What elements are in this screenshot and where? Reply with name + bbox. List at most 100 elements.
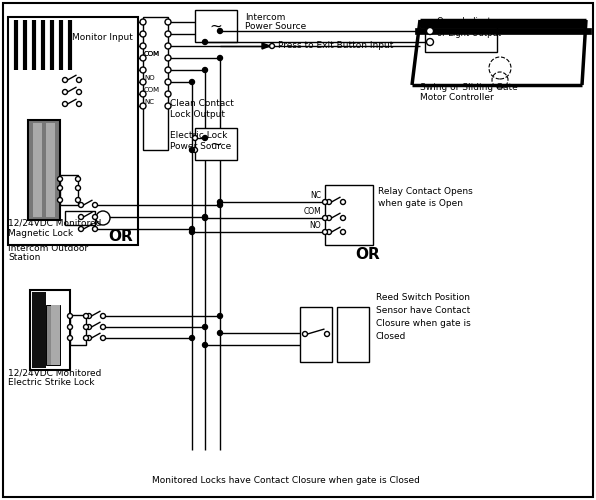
Circle shape (190, 336, 194, 340)
Bar (8, 17, 138, 245)
Bar (337, 307, 369, 362)
Circle shape (324, 332, 330, 336)
Circle shape (203, 68, 207, 72)
Text: Intercom Outdoor: Intercom Outdoor (8, 244, 88, 253)
Circle shape (203, 324, 207, 330)
Bar (33, 123, 42, 217)
Circle shape (140, 91, 146, 97)
Circle shape (165, 79, 171, 85)
Text: Monitor Input: Monitor Input (72, 33, 133, 42)
Text: COM: COM (144, 87, 160, 93)
Text: ~: ~ (210, 136, 222, 152)
Bar (300, 307, 332, 362)
Circle shape (165, 19, 171, 25)
Text: Magnetic Lock: Magnetic Lock (8, 229, 73, 238)
Circle shape (92, 226, 98, 232)
Circle shape (140, 67, 146, 73)
Circle shape (203, 214, 207, 220)
Text: COM: COM (303, 207, 321, 216)
Circle shape (322, 216, 327, 220)
Circle shape (165, 43, 171, 49)
Circle shape (218, 330, 222, 336)
Text: Lock Output: Lock Output (170, 110, 225, 119)
Circle shape (190, 226, 194, 232)
Circle shape (140, 55, 146, 61)
Text: Press to Exit Button Input: Press to Exit Button Input (278, 42, 393, 50)
Bar (325, 185, 373, 245)
Bar (30, 290, 70, 370)
Circle shape (86, 314, 92, 318)
Text: 12/24VDC Monitored: 12/24VDC Monitored (8, 219, 101, 228)
Circle shape (140, 79, 146, 85)
Circle shape (96, 211, 110, 225)
Circle shape (190, 148, 194, 152)
Circle shape (203, 216, 207, 220)
Circle shape (322, 230, 327, 234)
Bar (415, 28, 591, 34)
Circle shape (63, 90, 67, 94)
Circle shape (193, 148, 197, 152)
Text: Electric Lock: Electric Lock (170, 131, 228, 140)
Polygon shape (262, 43, 270, 49)
Circle shape (86, 336, 92, 340)
Bar (425, 25, 497, 52)
Circle shape (193, 136, 197, 140)
Text: Reed Switch Position: Reed Switch Position (376, 293, 470, 302)
Circle shape (57, 198, 63, 202)
Circle shape (327, 230, 331, 234)
Circle shape (92, 214, 98, 220)
Text: Open Indicator: Open Indicator (437, 17, 499, 26)
Circle shape (190, 80, 194, 84)
Text: OR: OR (108, 229, 133, 244)
Circle shape (340, 200, 346, 204)
Circle shape (79, 202, 83, 207)
Circle shape (203, 40, 207, 44)
Circle shape (140, 43, 146, 49)
Circle shape (203, 342, 207, 347)
Circle shape (340, 230, 346, 234)
Bar (65, 211, 95, 225)
Circle shape (76, 102, 82, 106)
Bar (46, 123, 55, 217)
Circle shape (303, 332, 308, 336)
Text: Relay Contact Opens: Relay Contact Opens (378, 187, 473, 196)
Circle shape (190, 230, 194, 234)
Circle shape (101, 314, 105, 318)
Circle shape (165, 31, 171, 37)
Circle shape (322, 200, 327, 204)
Bar (70, 315, 86, 345)
Text: or Light Output: or Light Output (437, 29, 501, 38)
Text: COM: COM (144, 51, 160, 57)
Circle shape (76, 198, 80, 202)
Bar (28, 120, 60, 220)
Text: Intercom: Intercom (245, 13, 285, 22)
Circle shape (218, 56, 222, 60)
Bar (143, 17, 168, 150)
Bar (51, 305, 60, 365)
Circle shape (165, 91, 171, 97)
Circle shape (86, 324, 92, 330)
Text: ~: ~ (210, 18, 222, 34)
Circle shape (269, 44, 275, 49)
Circle shape (92, 202, 98, 207)
Circle shape (76, 176, 80, 182)
Text: Monitored Locks have Contact Closure when gate is Closed: Monitored Locks have Contact Closure whe… (152, 476, 420, 485)
Circle shape (79, 214, 83, 220)
Bar (195, 128, 237, 160)
Bar (195, 10, 237, 42)
Text: NO: NO (144, 75, 154, 81)
Bar (32, 292, 46, 368)
Circle shape (63, 78, 67, 82)
Circle shape (218, 28, 222, 34)
Circle shape (63, 102, 67, 106)
Circle shape (140, 31, 146, 37)
Bar (46, 305, 60, 365)
Text: Swing or Sliding Gate: Swing or Sliding Gate (420, 83, 518, 92)
Circle shape (76, 90, 82, 94)
Circle shape (165, 67, 171, 73)
Circle shape (57, 186, 63, 190)
Circle shape (76, 186, 80, 190)
Circle shape (327, 216, 331, 220)
Circle shape (218, 200, 222, 204)
Circle shape (101, 324, 105, 330)
